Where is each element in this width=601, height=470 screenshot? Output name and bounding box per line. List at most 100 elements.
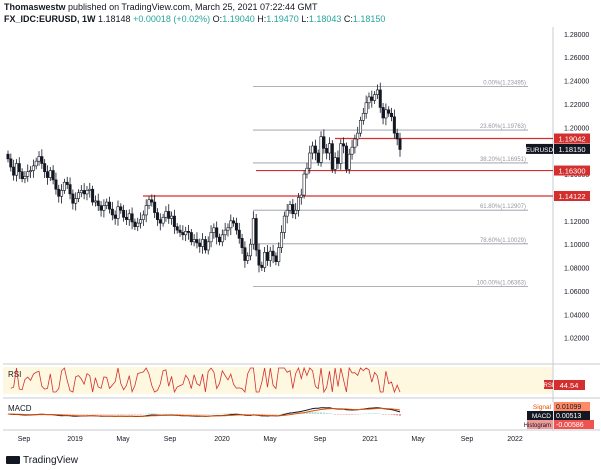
- rsi-value: 44.54: [560, 381, 579, 390]
- fib-level-label: 78.60%(1.10029): [480, 238, 526, 244]
- histogram-bar: [201, 414, 204, 415]
- candle-body: [361, 112, 365, 121]
- candle-body: [93, 200, 97, 203]
- candle-body: [91, 188, 95, 203]
- time-axis[interactable]: Sep 2019 May Sep 2020 May Sep 2021 May Sep 2022: [18, 436, 523, 443]
- candle-body: [302, 173, 306, 196]
- candle-body: [347, 153, 351, 170]
- candle-body: [122, 209, 126, 218]
- histogram-bar: [184, 414, 187, 415]
- low-label: L:: [301, 14, 309, 24]
- histogram-bar: [367, 413, 370, 414]
- candle-body: [48, 170, 52, 178]
- candlestick-series: [6, 82, 402, 273]
- rsi-tag-label: RSI: [543, 383, 553, 389]
- histogram-bar: [277, 413, 280, 415]
- candle-body: [344, 145, 348, 170]
- histogram-bar: [384, 414, 387, 415]
- macd-legend: Signal 0.01099 MACD 0.00513 Histogram -0…: [524, 402, 594, 429]
- candle-body: [316, 152, 320, 163]
- candle-body: [167, 211, 171, 219]
- candle-body: [277, 247, 281, 262]
- histogram-bar: [190, 414, 193, 415]
- tradingview-logo[interactable]: TradingView: [6, 455, 78, 466]
- candle-body: [353, 138, 357, 148]
- candle-body: [265, 252, 269, 261]
- support-resistance-levels[interactable]: 1.19042 1.16300 1.14122: [143, 133, 590, 201]
- price-tick-label: 1.04000: [564, 312, 589, 319]
- candle-body: [110, 208, 114, 216]
- histogram-bar: [74, 414, 77, 415]
- candle-body: [336, 157, 340, 164]
- candle-body: [45, 171, 49, 178]
- candle-body: [263, 252, 267, 268]
- fibonacci-retracement[interactable]: 0.00%(1.23495) 23.60%(1.19763) 38.20%(1.16…: [253, 80, 528, 288]
- time-tick-label: Sep: [461, 436, 474, 443]
- histogram-bar: [345, 414, 348, 415]
- histogram-bar: [159, 413, 162, 415]
- rsi-line: [10, 366, 401, 394]
- candle-body: [215, 227, 219, 238]
- fib-level-label: 0.00%(1.23495): [483, 80, 526, 86]
- histogram-bar: [238, 413, 241, 415]
- histogram-bar: [269, 414, 272, 415]
- histogram-bar: [373, 413, 376, 414]
- candle-body: [212, 227, 216, 233]
- candle-body: [330, 143, 334, 170]
- candle-body: [189, 232, 193, 243]
- low-value: 1.18043: [308, 14, 342, 24]
- time-tick-label: 2020: [214, 436, 230, 443]
- candle-body: [356, 132, 360, 140]
- histogram-bar: [272, 414, 275, 415]
- candle-body: [398, 138, 402, 150]
- candle-body: [296, 197, 300, 211]
- candle-body: [257, 249, 261, 266]
- histogram-bar: [156, 413, 159, 415]
- histogram-bar: [314, 411, 317, 414]
- histogram-bar: [193, 414, 196, 415]
- author-name[interactable]: Thomaswestw: [4, 2, 66, 12]
- histogram-bar: [370, 413, 373, 414]
- current-price-markers: EURUSD 1.18150: [526, 143, 590, 154]
- candle-body: [308, 152, 312, 169]
- histogram-bar: [291, 412, 294, 414]
- candle-body: [359, 120, 363, 134]
- brand-label: TradingView: [23, 455, 79, 466]
- histogram-bar: [173, 413, 176, 415]
- candle-body: [395, 132, 399, 140]
- histogram-bar: [260, 414, 263, 415]
- candle-body: [251, 218, 255, 245]
- histogram-bar: [336, 414, 339, 415]
- candle-body: [285, 209, 289, 217]
- candle-body: [31, 165, 35, 171]
- histogram-value: -0.00586: [556, 422, 584, 429]
- histogram-bar: [131, 414, 134, 415]
- candle-body: [130, 213, 134, 223]
- level-price-label: 1.16300: [558, 167, 585, 176]
- candle-body: [237, 229, 241, 239]
- histogram-bar: [187, 414, 190, 415]
- candle-body: [249, 243, 253, 257]
- candle-body: [170, 215, 174, 219]
- histogram-bar: [176, 414, 179, 415]
- price-tick-label: 1.24000: [564, 79, 589, 86]
- candle-body: [88, 188, 92, 191]
- high-value: 1.19470: [266, 14, 299, 24]
- candle-body: [161, 216, 165, 224]
- current-price-label: 1.18150: [558, 145, 585, 154]
- histogram-bar: [342, 414, 345, 415]
- histogram-bar: [382, 414, 385, 415]
- histogram-bar: [139, 414, 142, 415]
- candle-body: [79, 190, 83, 194]
- candle-body: [34, 160, 38, 167]
- fib-level-label: 23.60%(1.19763): [480, 124, 526, 130]
- candle-body: [85, 190, 89, 195]
- candle-body: [77, 192, 81, 199]
- rsi-value-tag: RSI 44.54: [543, 380, 585, 390]
- candle-body: [390, 112, 394, 118]
- candle-body: [60, 190, 64, 197]
- candle-body: [14, 163, 18, 176]
- price-axis[interactable]: 1.280001.260001.240001.220001.200001.180…: [564, 32, 589, 343]
- logo-icon: [6, 456, 20, 465]
